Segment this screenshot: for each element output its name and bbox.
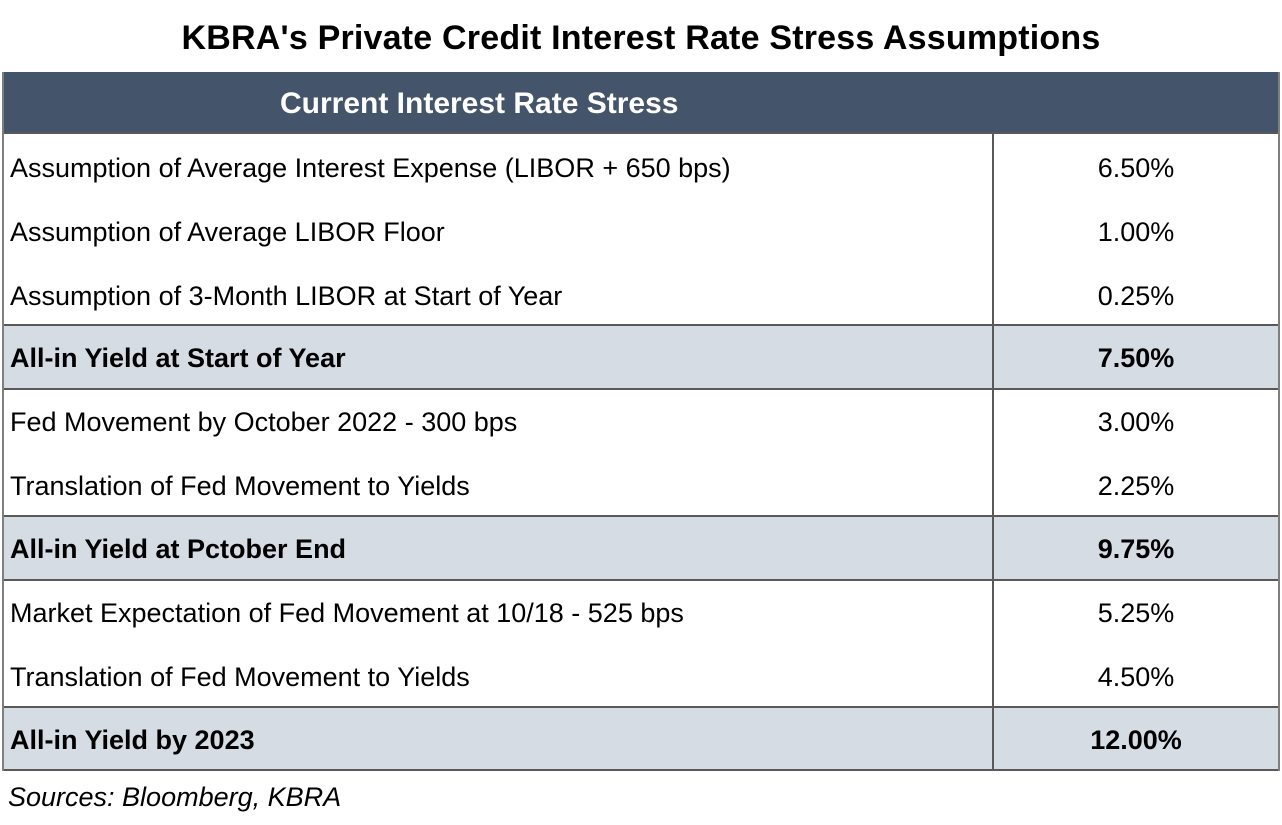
source-note: Sources: Bloomberg, KBRA — [8, 782, 342, 812]
table-row: Assumption of Average LIBOR Floor 1.00% — [4, 200, 1278, 264]
total-row: All-in Yield by 2023 12.00% — [4, 708, 1278, 772]
table-row: Market Expectation of Fed Movement at 10… — [4, 581, 1278, 645]
row-value: 3.00% — [1097, 407, 1175, 437]
row-group: Fed Movement by October 2022 - 300 bps 3… — [4, 388, 1278, 516]
row-label: Assumption of 3-Month LIBOR at Start of … — [10, 281, 563, 311]
row-value: 0.25% — [1097, 281, 1175, 311]
row-label: All-in Yield at Start of Year — [10, 343, 346, 373]
row-group: Assumption of Average Interest Expense (… — [4, 132, 1278, 326]
row-label: Fed Movement by October 2022 - 300 bps — [10, 407, 518, 437]
row-label: Translation of Fed Movement to Yields — [10, 662, 470, 692]
row-group: Market Expectation of Fed Movement at 10… — [4, 579, 1278, 707]
row-label: All-in Yield at Pctober End — [10, 534, 347, 564]
row-label: Market Expectation of Fed Movement at 10… — [10, 598, 684, 628]
row-value: 1.00% — [1097, 217, 1175, 247]
total-row-group: All-in Yield by 2023 12.00% — [4, 706, 1278, 771]
total-row-group: All-in Yield at Start of Year 7.50% — [4, 324, 1278, 388]
row-value: 7.50% — [1097, 343, 1175, 373]
row-value: 6.50% — [1097, 153, 1175, 183]
row-label: All-in Yield by 2023 — [10, 725, 255, 755]
total-row-group: All-in Yield at Pctober End 9.75% — [4, 515, 1278, 579]
stress-assumptions-table: Current Interest Rate Stress Assumption … — [2, 72, 1280, 771]
row-value: 5.25% — [1097, 598, 1175, 628]
row-value: 12.00% — [1090, 725, 1182, 755]
row-value: 4.50% — [1097, 662, 1175, 692]
row-label: Assumption of Average LIBOR Floor — [10, 217, 445, 247]
table-title: KBRA's Private Credit Interest Rate Stre… — [181, 19, 1101, 57]
table-row: Translation of Fed Movement to Yields 4.… — [4, 645, 1278, 709]
row-value: 9.75% — [1097, 534, 1175, 564]
table-row: Translation of Fed Movement to Yields 2.… — [4, 454, 1278, 518]
table-row: Fed Movement by October 2022 - 300 bps 3… — [4, 390, 1278, 454]
table-row: Assumption of 3-Month LIBOR at Start of … — [4, 264, 1278, 328]
table-row: Assumption of Average Interest Expense (… — [4, 136, 1278, 200]
row-label: Assumption of Average Interest Expense (… — [10, 153, 731, 183]
row-value: 2.25% — [1097, 471, 1175, 501]
table-header-label: Current Interest Rate Stress — [280, 87, 679, 120]
total-row: All-in Yield at Pctober End 9.75% — [4, 517, 1278, 581]
total-row: All-in Yield at Start of Year 7.50% — [4, 326, 1278, 390]
table-header: Current Interest Rate Stress — [4, 72, 1278, 132]
row-label: Translation of Fed Movement to Yields — [10, 471, 470, 501]
